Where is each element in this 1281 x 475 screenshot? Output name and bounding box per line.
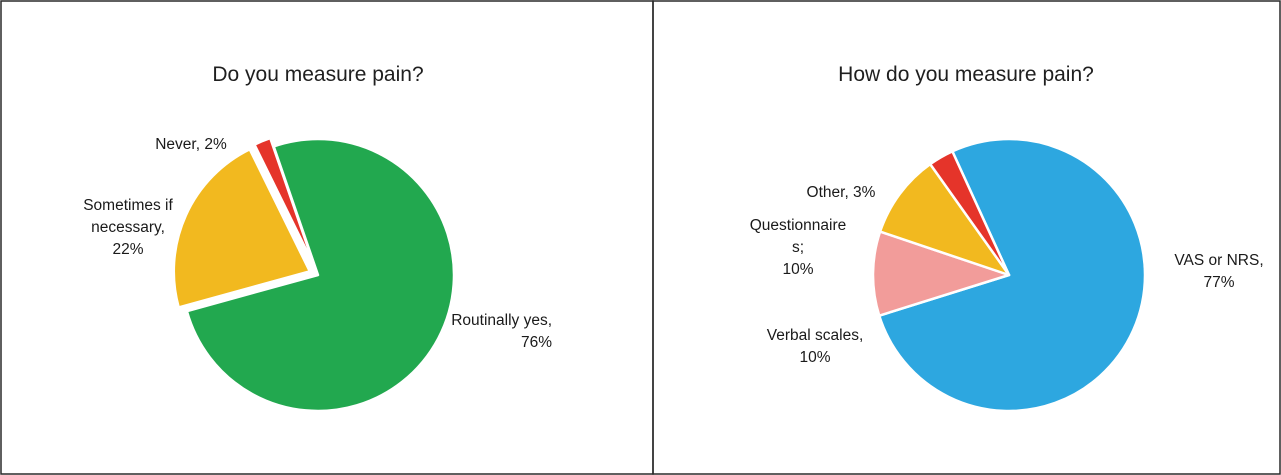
slice-label-line: 77% [1203, 274, 1234, 291]
pie-slice [871, 230, 1011, 317]
slice-label-line: 22% [112, 241, 143, 258]
slice-label: Verbal scales, 10% [767, 327, 864, 366]
slice-label-line: Never, 2% [155, 136, 227, 153]
pie-slice [928, 150, 1011, 277]
slice-label: Never, 2% [155, 136, 227, 153]
left-chart-panel: Do you measure pain? Routinally yes, 76% S… [0, 0, 654, 475]
slice-label-line: s; [792, 239, 804, 256]
slice-label: Routinally yes, 76% [451, 312, 552, 351]
chart-title: Do you measure pain? [212, 63, 423, 86]
slice-label-line: 10% [782, 261, 813, 278]
pie-slice [172, 148, 312, 309]
pie-slice [877, 137, 1147, 413]
slice-label: Questionnaire s; 10% [750, 217, 847, 278]
slice-label-line: Other, 3% [807, 184, 876, 201]
right-chart-panel: How do you measure pain? VAS or NRS, 77%V… [652, 0, 1281, 475]
slice-label-line: Sometimes if [83, 197, 173, 214]
chart-title: How do you measure pain? [838, 63, 1094, 86]
pie-slice [253, 136, 316, 268]
slice-label-line: VAS or NRS, [1174, 252, 1263, 269]
slice-label-line: necessary, [91, 219, 165, 236]
pie-slice [185, 137, 456, 413]
slice-label: Sometimes if necessary, 22% [83, 197, 173, 258]
slice-label: VAS or NRS, 77% [1174, 252, 1263, 291]
pie-chart-measure: Routinally yes, 76% Sometimes if necessary,… [83, 136, 552, 413]
slice-label-line: Questionnaire [750, 217, 847, 234]
slice-label: Other, 3% [807, 184, 876, 201]
right-chart-frame [652, 0, 1281, 475]
slice-label-line: Verbal scales, [767, 327, 864, 344]
slice-label-line: 10% [799, 349, 830, 366]
slice-label-line: 76% [521, 334, 552, 351]
pie-slice [878, 162, 1011, 277]
pie-chart-method: VAS or NRS, 77%Verbal scales, 10%Questionn… [750, 137, 1264, 413]
slice-label-line: Routinally yes, [451, 312, 552, 329]
